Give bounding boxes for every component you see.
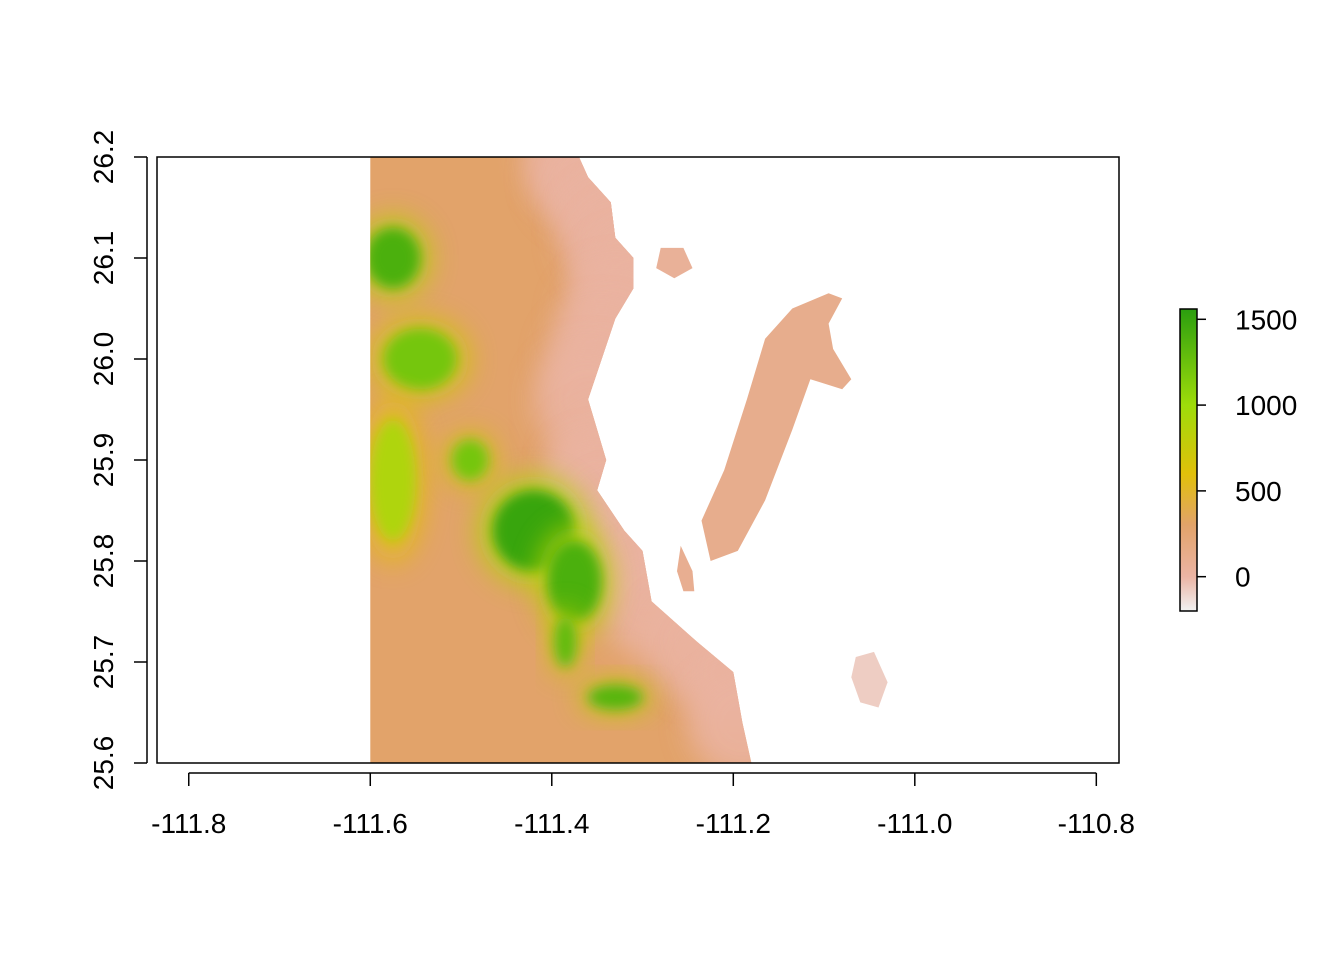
x-tick-label: -110.8 <box>1058 808 1135 839</box>
y-tick-label: 26.0 <box>88 332 119 387</box>
legend-tick-label: 1500 <box>1235 304 1297 335</box>
land-region-island-southeast <box>851 651 888 708</box>
plot-area <box>370 157 888 763</box>
y-tick-label: 25.8 <box>88 534 119 589</box>
highland-core-5 <box>547 540 602 622</box>
highland-core-1 <box>383 328 457 390</box>
x-tick-label: -111.4 <box>514 808 589 839</box>
highland-core-7 <box>588 685 643 710</box>
legend-tick-label: 500 <box>1235 476 1282 507</box>
highland-core-6 <box>554 616 577 668</box>
highland-core-3 <box>451 439 489 481</box>
x-tick-label: -111.2 <box>696 808 771 839</box>
land-region-island-north <box>656 247 693 279</box>
y-tick-label: 25.7 <box>88 635 119 690</box>
highland-core-0 <box>370 227 421 289</box>
coastal-tint-16 <box>687 667 752 763</box>
x-tick-label: -111.0 <box>877 808 952 839</box>
y-tick-label: 26.1 <box>88 231 119 286</box>
highland-core-2 <box>370 419 416 541</box>
y-tick-label: 26.2 <box>88 130 119 185</box>
elevation-legend: 0 500 1000 1500 <box>1179 304 1297 612</box>
legend-color-bar <box>1179 308 1198 612</box>
legend-tick-label: 0 <box>1235 562 1251 593</box>
x-tick-label: -111.8 <box>151 808 226 839</box>
y-axis: 25.6 25.7 25.8 25.9 26.0 26.1 26.2 <box>88 130 148 791</box>
x-axis: -111.8 -111.6 -111.4 -111.2 -111.0 -110.8 <box>151 772 1135 839</box>
land-region-islet-south <box>677 545 695 592</box>
x-tick-label: -111.6 <box>333 808 408 839</box>
highland-layer <box>370 217 653 714</box>
land-region-island-long <box>701 293 852 561</box>
land-raster <box>370 157 888 763</box>
legend-tick-label: 1000 <box>1235 390 1297 421</box>
plot-frame <box>156 156 1120 764</box>
y-tick-label: 25.9 <box>88 433 119 488</box>
y-tick-label: 25.6 <box>88 736 119 791</box>
